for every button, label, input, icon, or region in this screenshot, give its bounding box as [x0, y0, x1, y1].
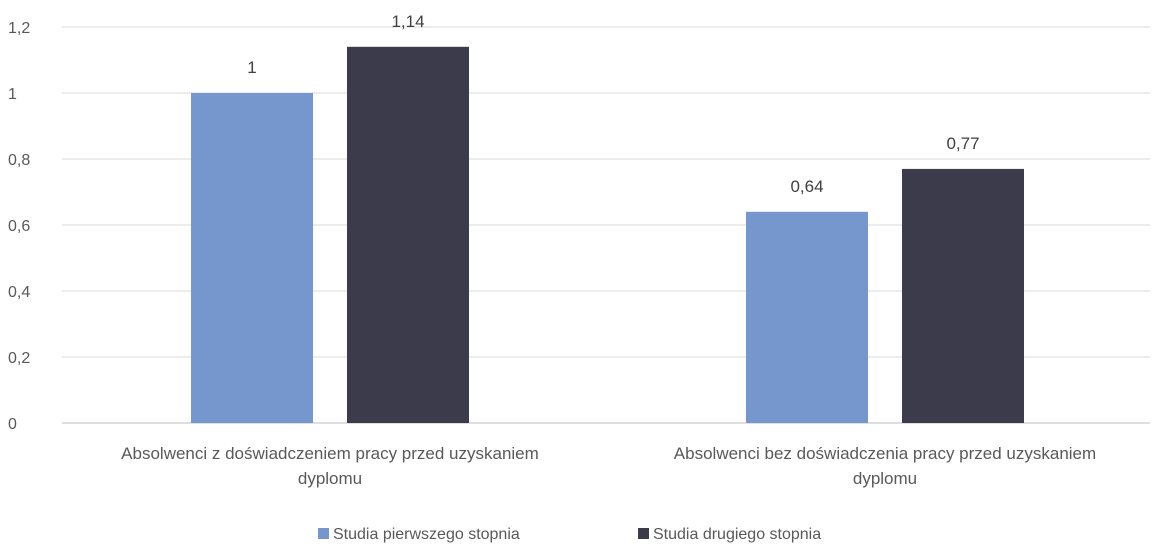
legend-label: Studia drugiego stopnia [653, 526, 821, 543]
category-labels: Absolwenci z doświadczeniem pracy przed … [121, 444, 1096, 488]
bar [746, 211, 868, 423]
category-label: dyplomu [298, 469, 362, 488]
category-label: dyplomu [853, 469, 917, 488]
y-tick-label: 1,2 [8, 20, 30, 37]
bars [191, 46, 1024, 424]
legend-swatch [318, 528, 329, 539]
category-label: Absolwenci z doświadczeniem pracy przed … [121, 444, 539, 463]
y-tick-label: 0,6 [8, 218, 30, 235]
bar [347, 46, 469, 424]
legend: Studia pierwszego stopnia Studia drugiego… [318, 526, 821, 543]
y-tick-label: 0,4 [8, 284, 30, 301]
legend-swatch [638, 528, 649, 539]
data-label: 1 [247, 58, 256, 77]
y-tick-label: 0,2 [8, 350, 30, 367]
data-label: 0,64 [790, 177, 823, 196]
data-label: 0,77 [946, 134, 979, 153]
category-label: Absolwenci bez doświadczenia pracy przed… [674, 444, 1096, 463]
y-tick-label: 1 [8, 86, 17, 103]
y-tick-label: 0,8 [8, 152, 30, 169]
legend-label: Studia pierwszego stopnia [333, 526, 520, 543]
data-label: 1,14 [391, 12, 424, 31]
bar [191, 93, 313, 423]
y-axis-ticks: 0 0,2 0,4 0,6 0,8 1 1,2 [8, 20, 30, 433]
data-labels: 1 0,64 1,14 0,77 [247, 12, 979, 196]
y-tick-label: 0 [8, 416, 17, 433]
bar [902, 168, 1024, 423]
